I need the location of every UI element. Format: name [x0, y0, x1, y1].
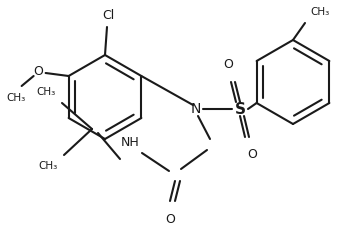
Text: CH₃: CH₃	[37, 87, 56, 97]
Text: CH₃: CH₃	[310, 7, 329, 17]
Text: S: S	[234, 101, 245, 117]
Text: NH: NH	[121, 136, 139, 149]
Text: CH₃: CH₃	[6, 93, 25, 103]
Text: O: O	[223, 58, 233, 71]
Text: O: O	[247, 148, 257, 161]
Text: O: O	[34, 64, 44, 77]
Text: N: N	[191, 102, 201, 116]
Text: CH₃: CH₃	[39, 161, 58, 171]
Text: Cl: Cl	[102, 9, 114, 22]
Text: O: O	[165, 213, 175, 226]
